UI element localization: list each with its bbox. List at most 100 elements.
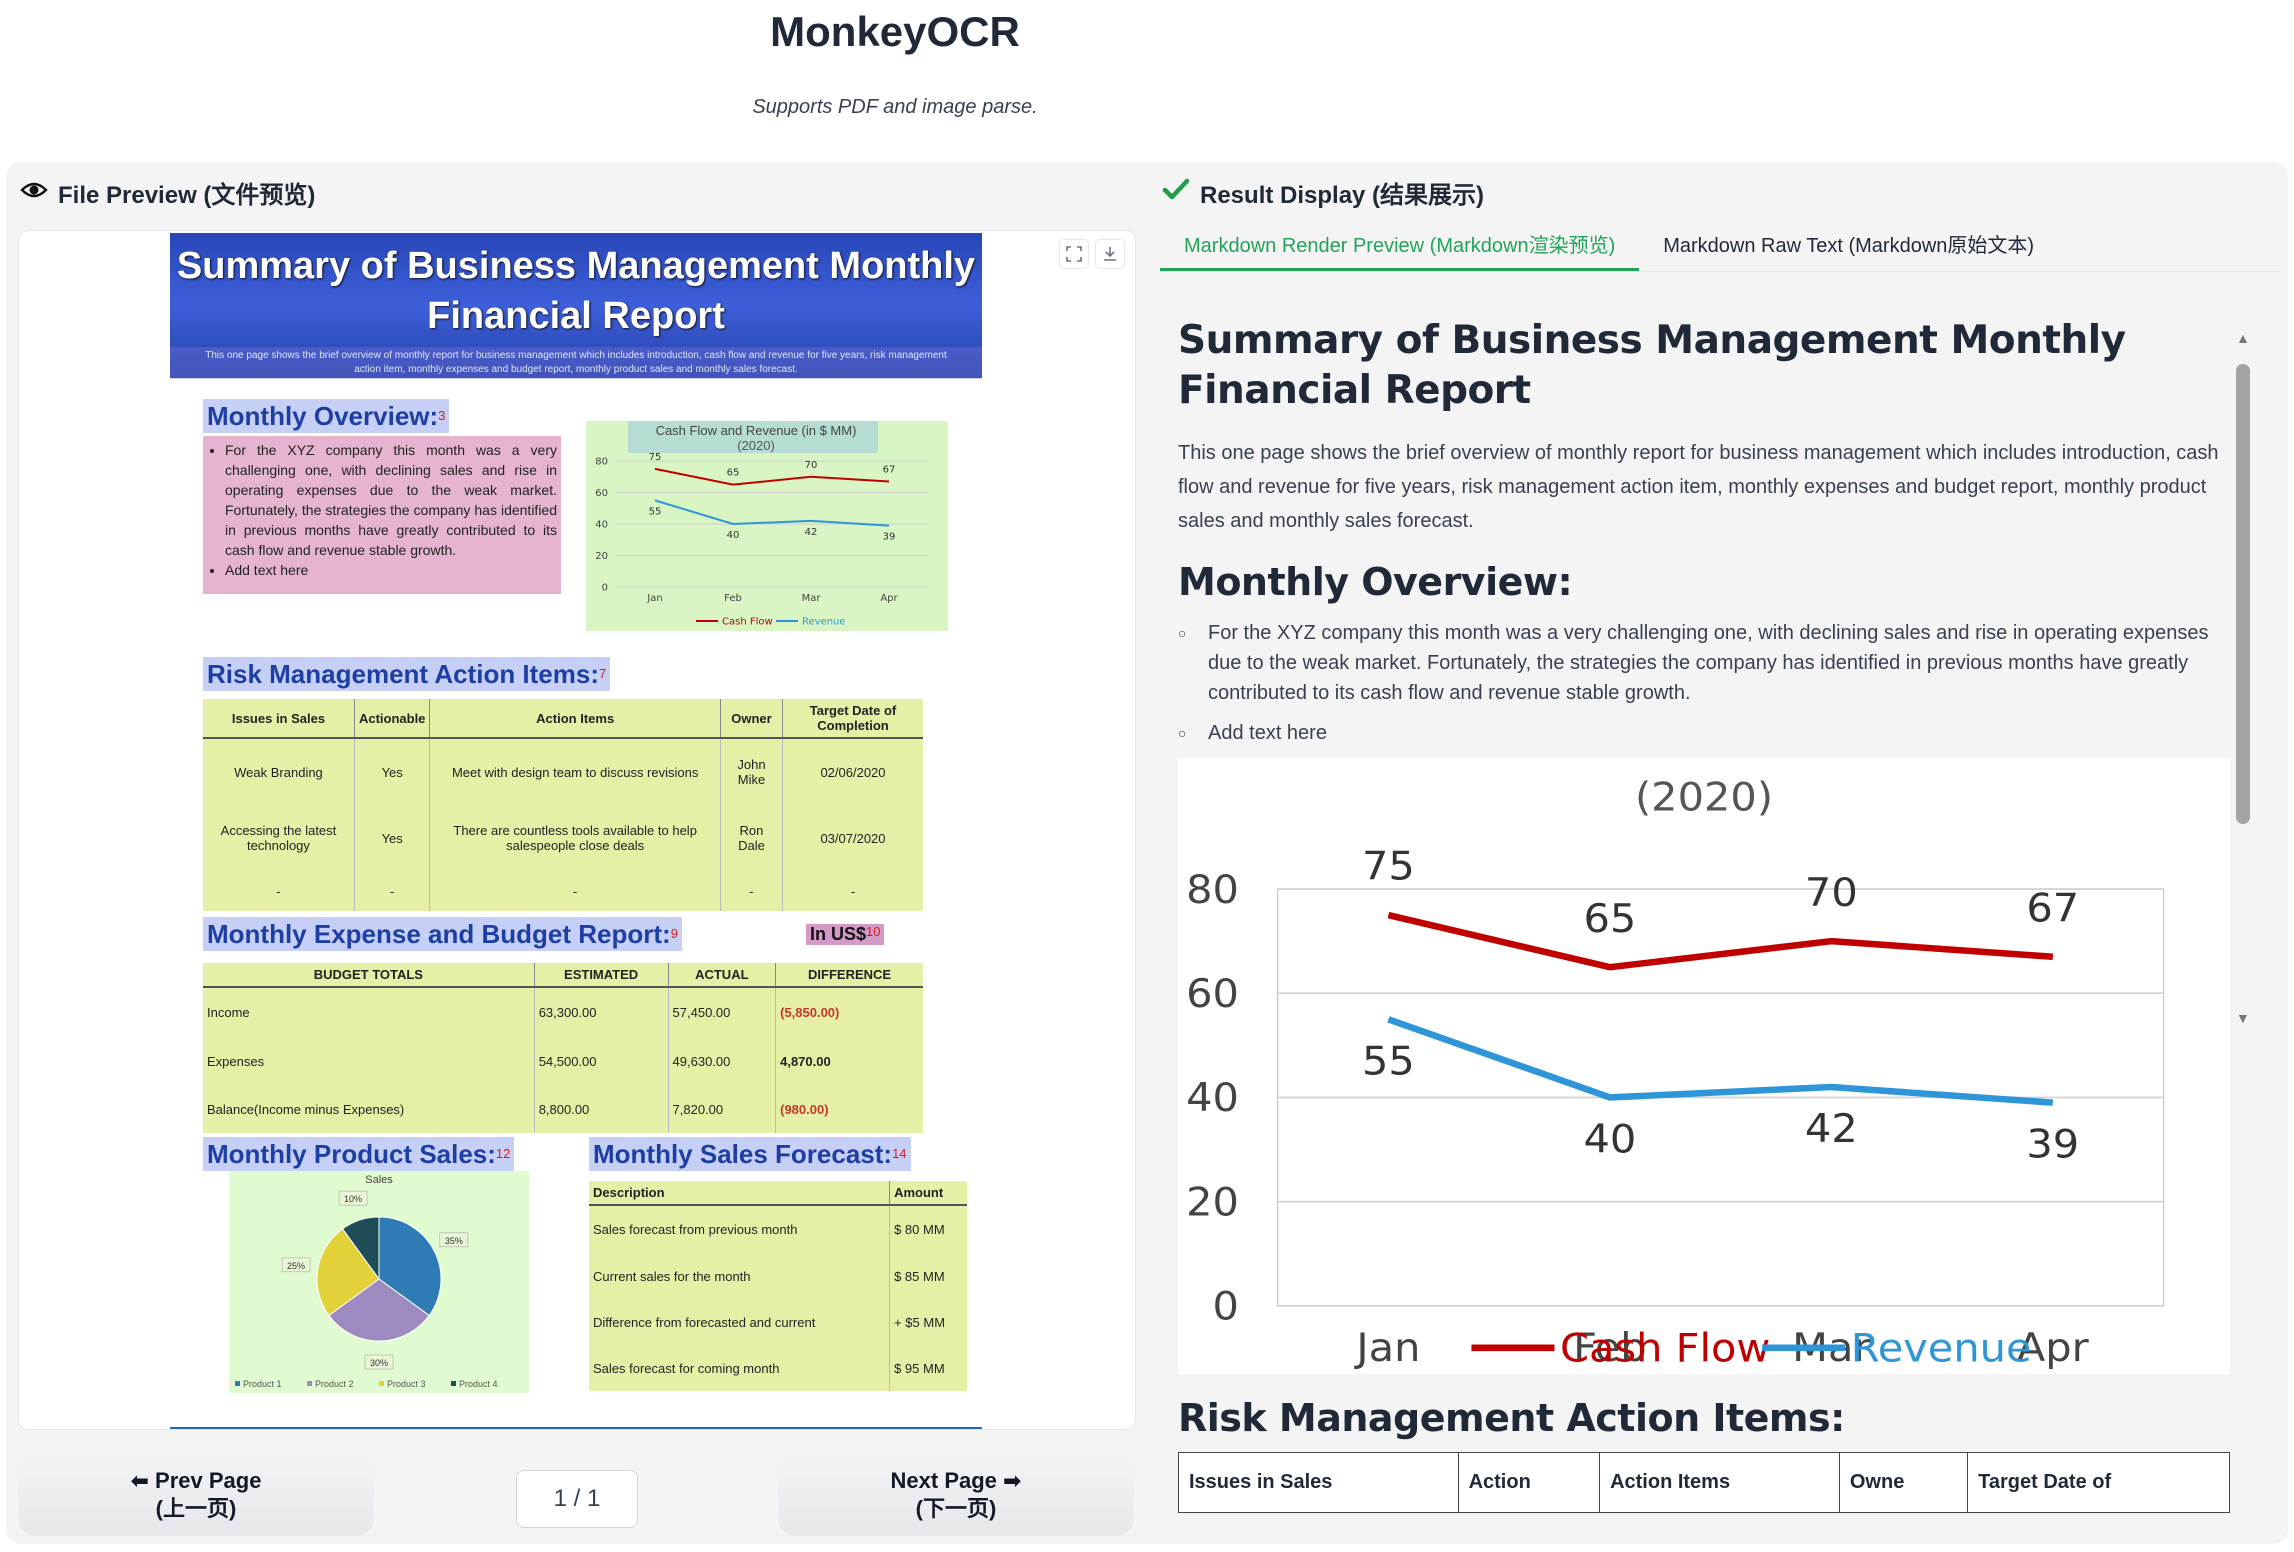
table-cell: - [720,871,784,911]
table-header-cell: Issues in Sales [203,699,355,739]
data-label: 55 [1362,1037,1415,1084]
download-icon[interactable] [1095,239,1125,269]
doc-overview-add: Add text here [225,560,557,580]
table-cell: (980.00) [780,1101,829,1117]
table-header-cell: Action Items [1599,1452,1840,1513]
series-line-revenue [1387,1016,2054,1106]
legend-label: Revenue [1851,1325,2032,1372]
table-cell: 03/07/2020 [820,830,886,846]
table-cell: 54,500.00 [534,1037,669,1086]
table-cell: Yes [354,738,431,806]
table-cell: Accessing the latest technology [203,805,355,872]
table-header-cell: Action Items [429,699,721,739]
legend-swatch [379,1381,384,1386]
y-tick-label: 40 [595,520,608,531]
data-label: 70 [1805,869,1858,916]
table-cell: (5,850.00) [780,1005,840,1021]
y-tick-label: 60 [1186,970,1239,1017]
next-page-sublabel: (下一页) [915,1496,997,1521]
table-cell: Income [203,987,535,1038]
legend-swatch [307,1381,312,1386]
table-cell: - [850,883,856,899]
scroll-down-icon[interactable]: ▼ [2236,1010,2250,1026]
y-tick-label: 60 [595,488,608,499]
doc-chart-title-bg [628,421,878,453]
doc-pie-title: Sales [365,1174,393,1186]
table-cell: 49,630.00 [668,1037,777,1086]
data-label: 70 [805,460,818,471]
doc-risk-table: Issues in Sales Actionable Action Items Own… [203,699,923,911]
doc-banner-title-2: Financial Report [427,295,725,337]
doc-chart-year: (2020) [737,438,775,453]
table-cell: 02/06/2020 [820,764,886,780]
table-cell: 4,870.00 [780,1053,831,1069]
tab-markdown-raw[interactable]: Markdown Raw Text (Markdown原始文本) [1663,235,2035,257]
doc-line-chart: Cash Flow and Revenue (in $ MM) (2020) 0… [586,421,948,631]
file-preview-canvas[interactable]: Summary of Business Management Monthly F… [18,230,1136,1430]
legend-label: Product 1 [243,1379,282,1389]
doc-overview-text: For the XYZ company this month was a ver… [225,440,557,560]
table-cell: + $5 MM [894,1314,946,1330]
y-tick-label: 20 [1186,1178,1239,1225]
data-label: 42 [805,527,818,538]
doc-bottom-bar [170,1427,982,1429]
pie-slice [328,1278,430,1342]
result-scrollbar[interactable]: ▲ ▼ [2232,330,2254,1520]
prev-page-label: ⬅ Prev Page [130,1468,262,1493]
data-label: 39 [883,532,896,543]
result-tabs: Markdown Render Preview (Markdown渲染预览) M… [1160,222,2280,272]
table-header-cell: Owner [720,699,784,739]
file-preview-title: File Preview (文件预览) [58,182,316,209]
next-page-label: Next Page ➡ [890,1468,1022,1493]
table-header-cell: BUDGET TOTALS [203,963,535,988]
doc-risk-heading: Risk Management Action Items:7 [203,657,611,691]
doc-banner-subtitle: This one page shows the brief overview o… [170,347,982,379]
list-item: Add text here [1178,718,2224,748]
table-cell: $ 95 MM [894,1360,945,1376]
table-cell: There are countless tools available to h… [429,805,721,872]
table-header-cell: ACTUAL [668,963,777,988]
tab-markdown-render[interactable]: Markdown Render Preview (Markdown渲染预览) [1160,222,1640,271]
result-content[interactable]: Summary of Business Management Monthly F… [1162,300,2232,1518]
doc-expense-table: BUDGET TOTALS ESTIMATED ACTUAL DIFFERENCE I… [203,963,923,1133]
result-overview-heading: Monthly Overview: [1178,560,1573,604]
doc-pie-chart: Sales 35% 30% 25% 10% Product 1 Product 2 Prod… [229,1171,529,1393]
prev-page-button[interactable]: ⬅ Prev Page (上一页) [18,1454,374,1536]
prev-page-sublabel: (上一页) [155,1496,237,1521]
next-page-button[interactable]: Next Page ➡ (下一页) [778,1454,1134,1536]
y-tick-label: 0 [602,583,608,594]
data-label: 65 [1583,895,1636,942]
table-header-cell: Amount [889,1181,967,1206]
table-row: Sales forecast for coming month $ 95 MM [589,1345,967,1391]
table-header-cell: Target Date of [1967,1452,2230,1513]
checkmark-icon [1162,177,1190,208]
scroll-thumb[interactable] [2236,364,2250,824]
table-cell: $ 80 MM [894,1222,945,1237]
preview-toolbar [1059,239,1125,269]
legend-label: Product 3 [387,1379,426,1389]
table-row: Current sales for the month $ 85 MM [589,1253,967,1299]
table-cell: - [354,871,431,911]
legend-label: Revenue [802,617,846,628]
page-indicator: 1 / 1 [516,1470,638,1528]
doc-banner-title-1: Summary of Business Management Monthly [176,245,976,287]
table-row: ----- [203,871,923,911]
table-header-cell: DIFFERENCE [775,963,923,988]
table-cell: Yes [354,805,431,872]
table-header-cell: Actionable [354,699,431,739]
scroll-up-icon[interactable]: ▲ [2236,330,2250,346]
table-cell: Balance(Income minus Expenses) [203,1085,535,1133]
table-row: Balance(Income minus Expenses) 8,800.00 7,… [203,1085,923,1133]
table-cell: 8,800.00 [534,1085,669,1133]
doc-forecast-heading: Monthly Sales Forecast:14 [589,1137,911,1171]
fullscreen-icon[interactable] [1059,239,1089,269]
table-cell: Expenses [203,1037,535,1086]
pie-label-box [281,1257,311,1273]
result-risk-heading: Risk Management Action Items: [1178,1396,1845,1440]
series-line-revenue [654,499,890,527]
data-label: 39 [2026,1121,2079,1168]
x-tick-label: Feb [724,593,742,604]
result-display-heading: Result Display (结果展示) [1162,175,1484,210]
result-chart-year: (2020) [1635,773,1773,820]
